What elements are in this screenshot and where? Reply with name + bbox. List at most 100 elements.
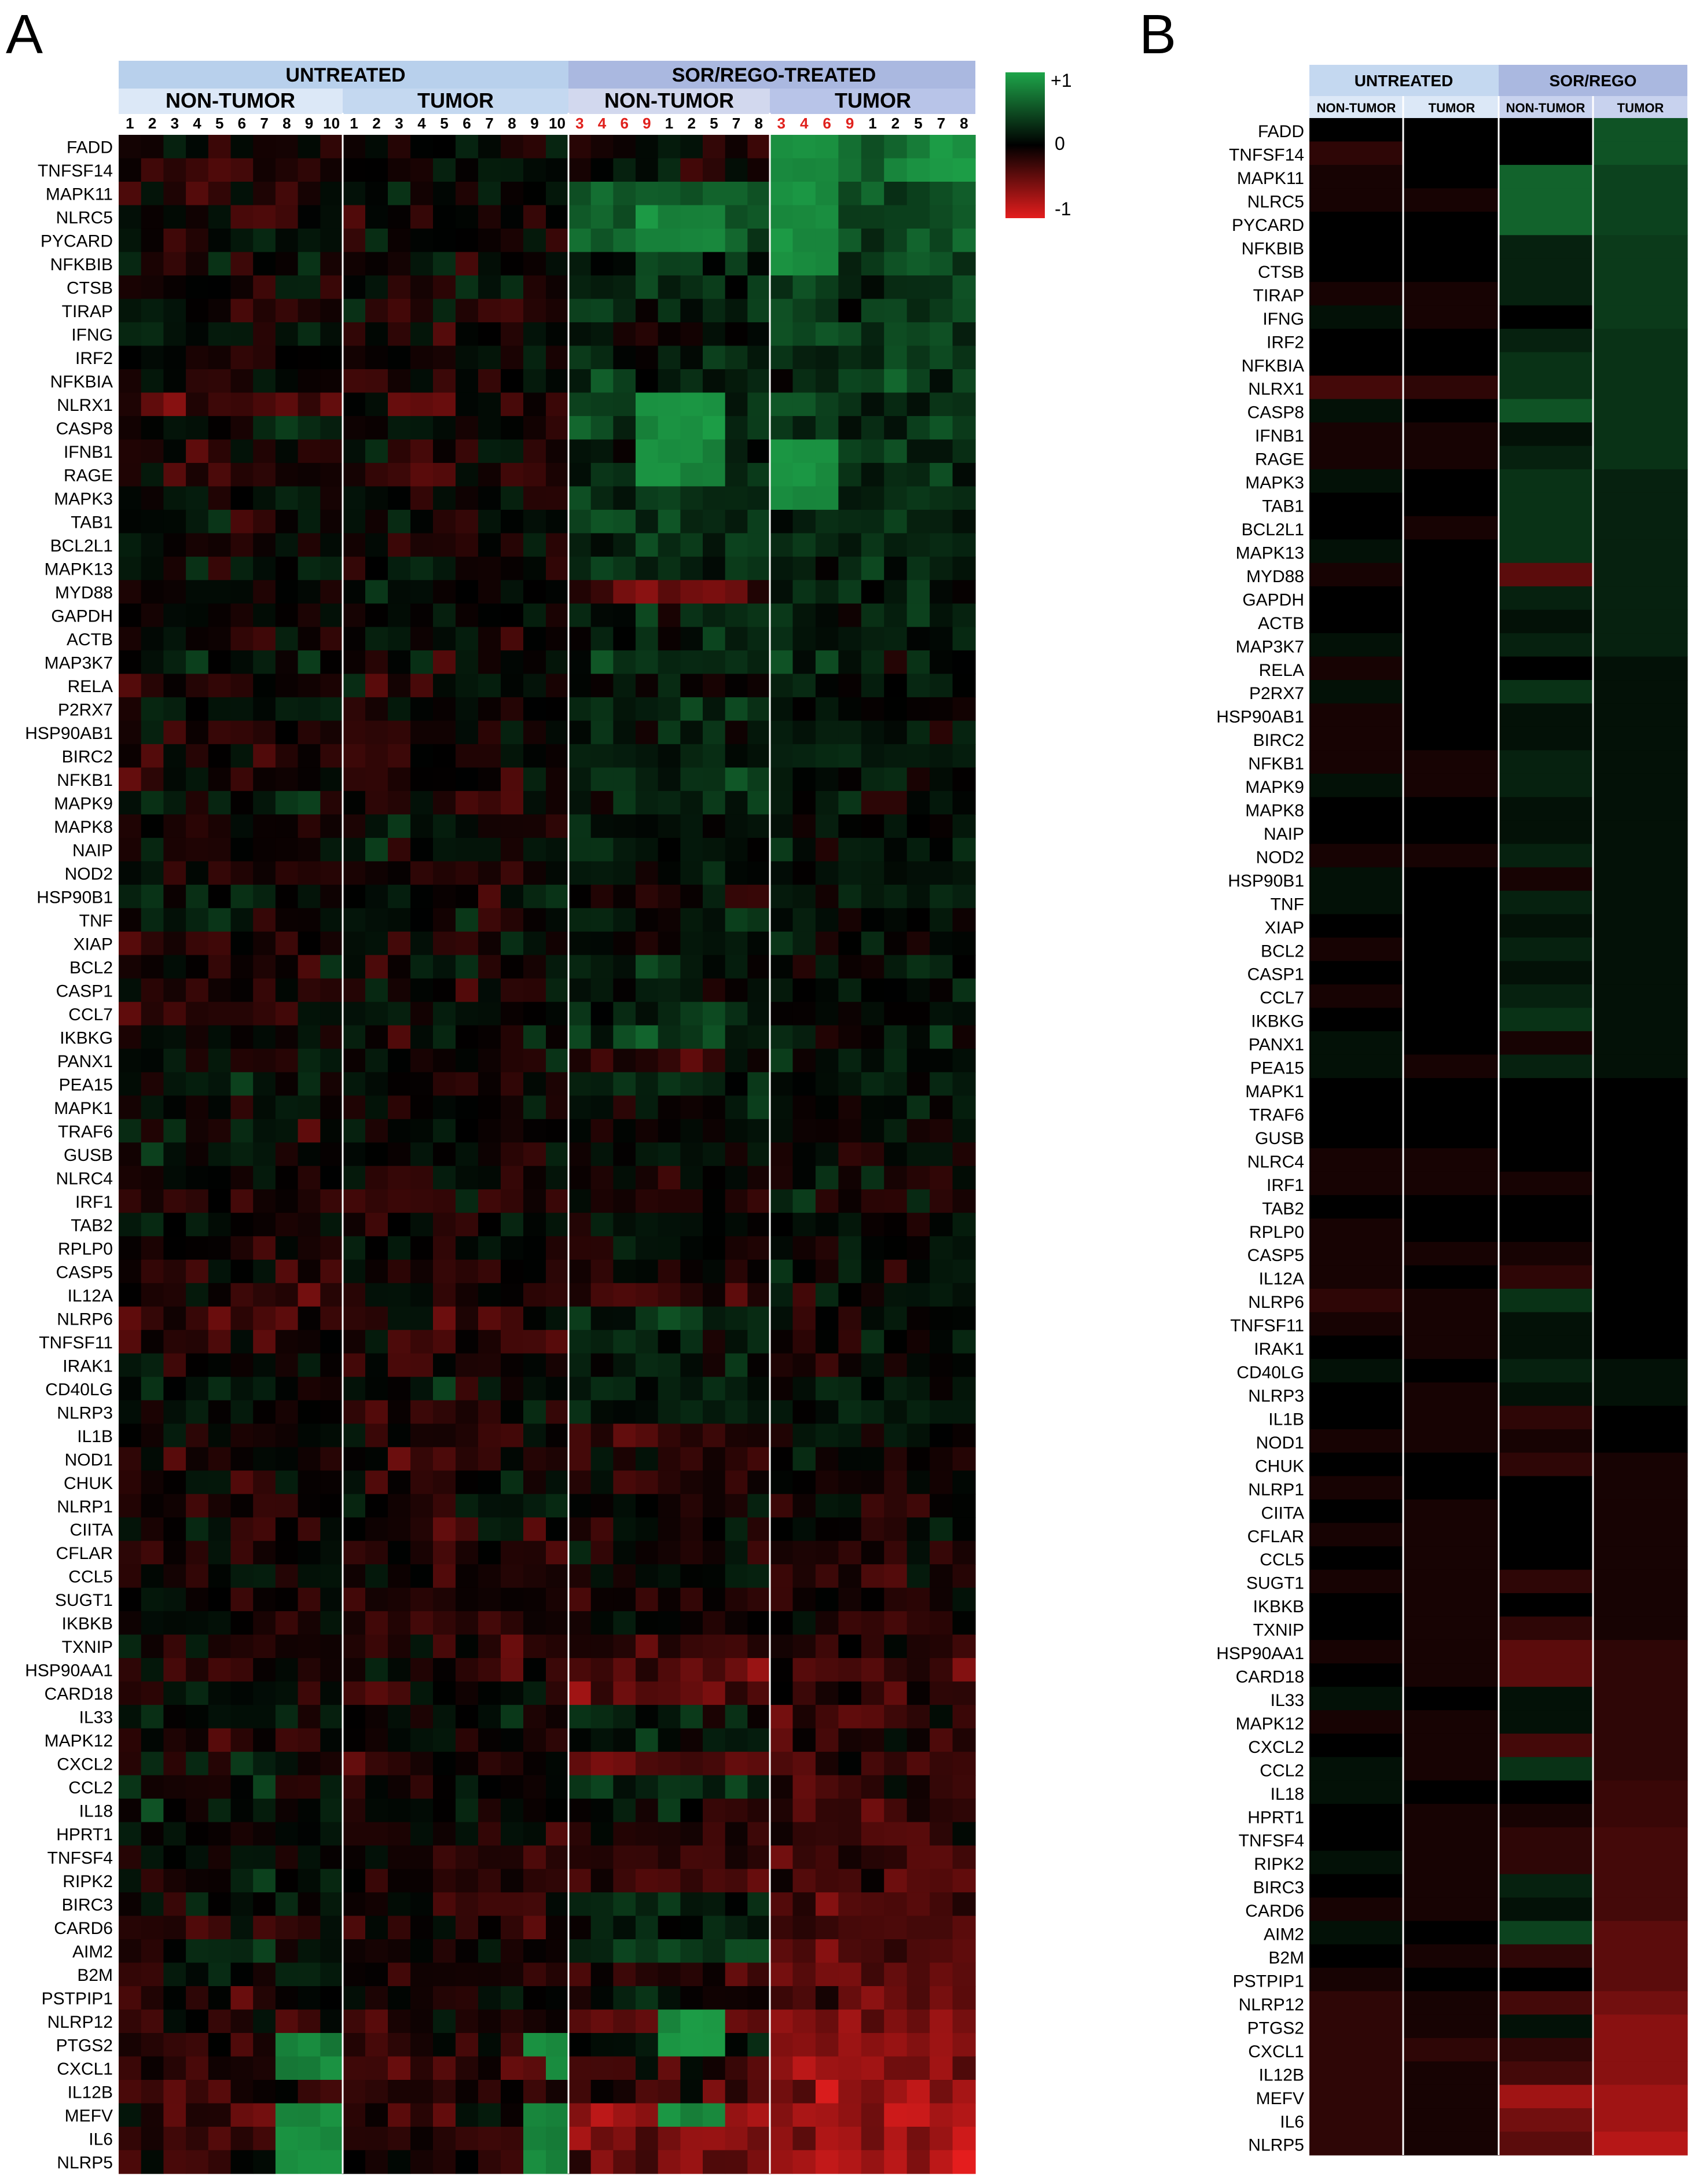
- heatmap-cell: [792, 978, 816, 1002]
- heatmap-cell: [1309, 211, 1404, 236]
- heatmap-cell: [163, 228, 186, 253]
- heatmap-cell: [275, 1540, 299, 1565]
- heatmap-cell: [1309, 2131, 1404, 2156]
- heatmap-cell: [930, 228, 953, 253]
- heatmap-cell: [725, 603, 748, 627]
- heatmap-cell: [568, 228, 592, 253]
- heatmap-cell: [253, 1002, 276, 1026]
- heatmap-cell: [343, 2150, 366, 2174]
- gene-label: NLRX1: [57, 396, 113, 415]
- heatmap-cell: [119, 1799, 142, 1823]
- heatmap-cell: [1499, 1453, 1594, 1477]
- heatmap-cell: [680, 1986, 703, 2010]
- gene-label: BIRC2: [1253, 731, 1304, 750]
- heatmap-cell: [680, 1799, 703, 1823]
- heatmap-cell: [163, 2009, 186, 2034]
- heatmap-cell: [930, 908, 953, 932]
- heatmap-cell: [456, 1142, 479, 1167]
- heatmap-cell: [456, 1986, 479, 2010]
- heatmap-cell: [141, 1564, 164, 1589]
- heatmap-cell: [952, 978, 976, 1002]
- panel-letter-a: A: [6, 3, 43, 65]
- heatmap-cell: [119, 1165, 142, 1190]
- heatmap-cell: [320, 158, 343, 182]
- heatmap-cell: [230, 2033, 254, 2057]
- heatmap-cell: [478, 252, 501, 276]
- gene-label: TXNIP: [1253, 1621, 1304, 1640]
- heatmap-cell: [119, 439, 142, 464]
- heatmap-cell: [186, 1540, 209, 1565]
- heatmap-cell: [725, 720, 748, 745]
- heatmap-cell: [253, 837, 276, 862]
- heatmap-cell: [186, 1892, 209, 1917]
- heatmap-cell: [815, 955, 839, 979]
- heatmap-cell: [410, 1165, 434, 1190]
- heatmap-cell: [930, 1540, 953, 1565]
- heatmap-cell: [658, 1259, 681, 1284]
- heatmap-cell: [884, 1540, 908, 1565]
- heatmap-cell: [208, 1095, 232, 1120]
- heatmap-cell: [568, 1119, 592, 1143]
- heatmap-cell: [1499, 1265, 1594, 1289]
- heatmap-cell: [456, 1470, 479, 1495]
- heatmap-cell: [952, 439, 976, 464]
- heatmap-cell: [658, 2009, 681, 2034]
- heatmap-cell: [163, 837, 186, 862]
- heatmap-cell: [298, 275, 321, 300]
- heatmap-cell: [141, 1142, 164, 1167]
- heatmap-cell: [253, 2033, 276, 2057]
- heatmap-cell: [658, 1939, 681, 1964]
- heatmap-cell: [568, 1447, 592, 1471]
- heatmap-cell: [410, 1142, 434, 1167]
- heatmap-cell: [1309, 1195, 1404, 1219]
- heatmap-cell: [186, 1353, 209, 1377]
- heatmap-cell: [770, 392, 794, 417]
- heatmap-cell: [770, 1845, 794, 1870]
- heatmap-cell: [275, 1728, 299, 1752]
- heatmap-cell: [501, 1212, 524, 1237]
- heatmap-cell: [861, 1799, 884, 1823]
- heatmap-cell: [546, 1752, 569, 1776]
- heatmap-cell: [163, 392, 186, 417]
- heatmap-cell: [119, 509, 142, 534]
- panel-letter-b: B: [1139, 3, 1176, 65]
- heatmap-cell: [141, 2009, 164, 2034]
- heatmap-cell: [141, 462, 164, 487]
- heatmap-cell: [838, 1424, 862, 1448]
- heatmap-cell: [861, 837, 884, 862]
- heatmap-cell: [792, 1962, 816, 1987]
- heatmap-cell: [1309, 188, 1404, 212]
- heatmap-cell: [546, 1564, 569, 1589]
- heatmap-cell: [365, 627, 388, 651]
- heatmap-cell: [884, 416, 908, 440]
- heatmap-cell: [703, 1540, 726, 1565]
- heatmap-cell: [1593, 1921, 1688, 1945]
- heatmap-cell: [703, 1189, 726, 1214]
- heatmap-cell: [410, 1236, 434, 1260]
- heatmap-cell: [456, 720, 479, 745]
- heatmap-cell: [952, 1775, 976, 1799]
- heatmap-cell: [388, 1330, 411, 1354]
- heatmap-cell: [478, 790, 501, 815]
- heatmap-cell: [747, 1165, 770, 1190]
- heatmap-cell: [546, 837, 569, 862]
- heatmap-cell: [590, 908, 614, 932]
- heatmap-cell: [568, 1681, 592, 1705]
- heatmap-cell: [636, 2009, 659, 2034]
- colorbar-max-label: +1: [1051, 70, 1071, 91]
- heatmap-cell: [1309, 164, 1404, 189]
- heatmap-cell: [410, 1915, 434, 1940]
- heatmap-cell: [275, 1470, 299, 1495]
- heatmap-cell: [501, 1306, 524, 1330]
- heatmap-cell: [590, 439, 614, 464]
- heatmap-cell: [815, 1939, 839, 1964]
- heatmap-cell: [275, 462, 299, 487]
- heatmap-cell: [725, 744, 748, 768]
- heatmap-cell: [186, 158, 209, 182]
- heatmap-cell: [952, 1259, 976, 1284]
- heatmap-cell: [365, 978, 388, 1002]
- heatmap-cell: [1403, 797, 1499, 821]
- heatmap-cell: [680, 205, 703, 229]
- heatmap-cell: [792, 1119, 816, 1143]
- gene-label: HSP90AB1: [1216, 708, 1304, 727]
